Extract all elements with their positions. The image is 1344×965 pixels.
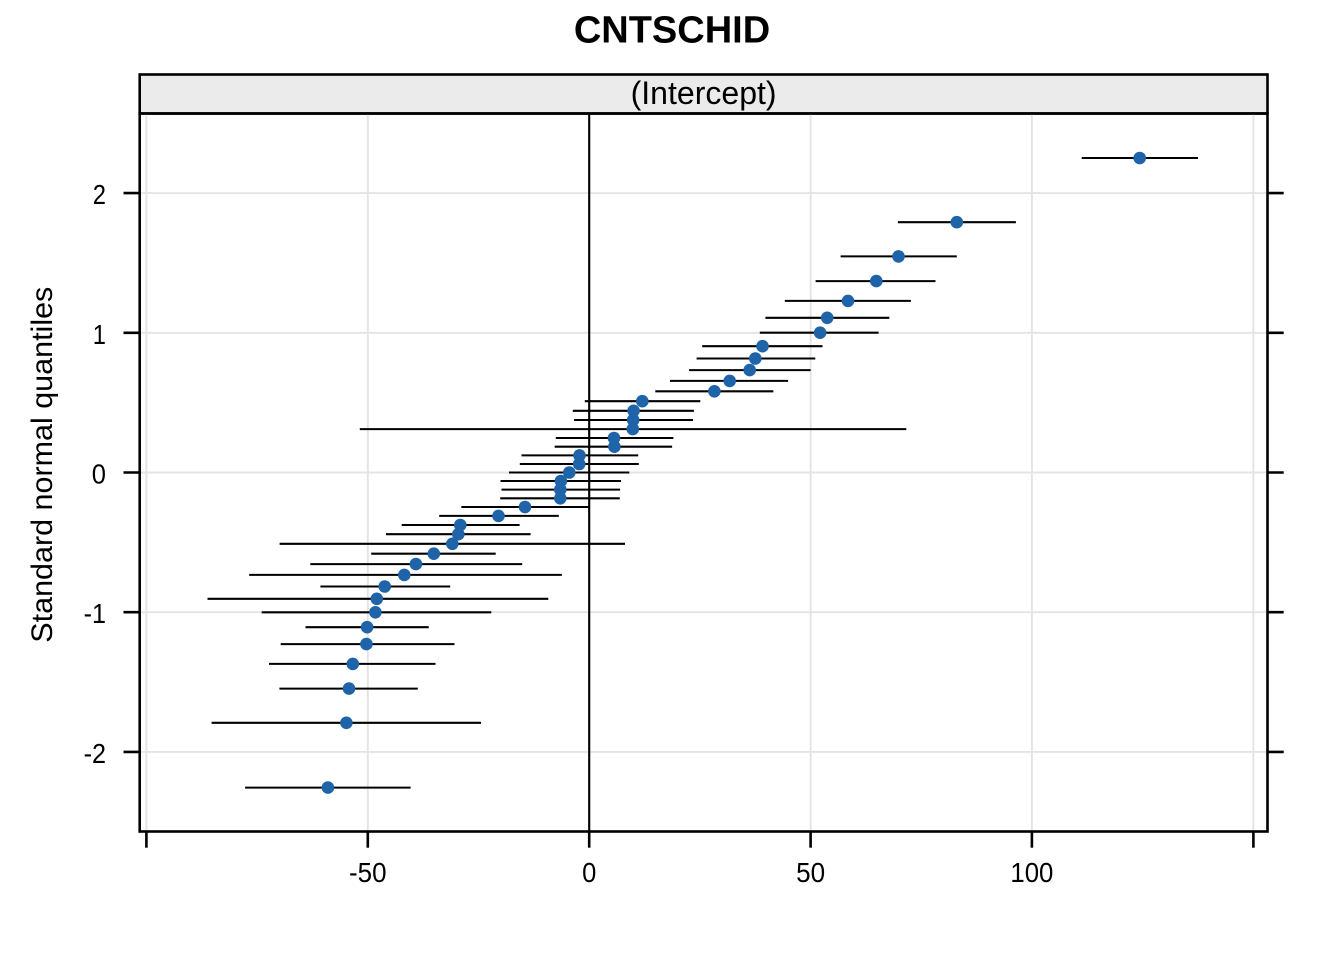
svg-text:50: 50 xyxy=(796,857,825,888)
svg-text:Standard normal quantiles: Standard normal quantiles xyxy=(26,287,59,643)
svg-text:-50: -50 xyxy=(349,857,387,888)
svg-text:0: 0 xyxy=(582,857,596,888)
svg-text:2: 2 xyxy=(93,179,106,210)
svg-text:(Intercept): (Intercept) xyxy=(631,75,777,111)
svg-text:1: 1 xyxy=(93,319,106,350)
svg-text:-2: -2 xyxy=(84,738,106,769)
svg-text:-1: -1 xyxy=(84,598,106,629)
svg-text:100: 100 xyxy=(1010,857,1053,888)
svg-text:0: 0 xyxy=(92,459,106,490)
svg-text:CNTSCHID: CNTSCHID xyxy=(574,10,770,52)
